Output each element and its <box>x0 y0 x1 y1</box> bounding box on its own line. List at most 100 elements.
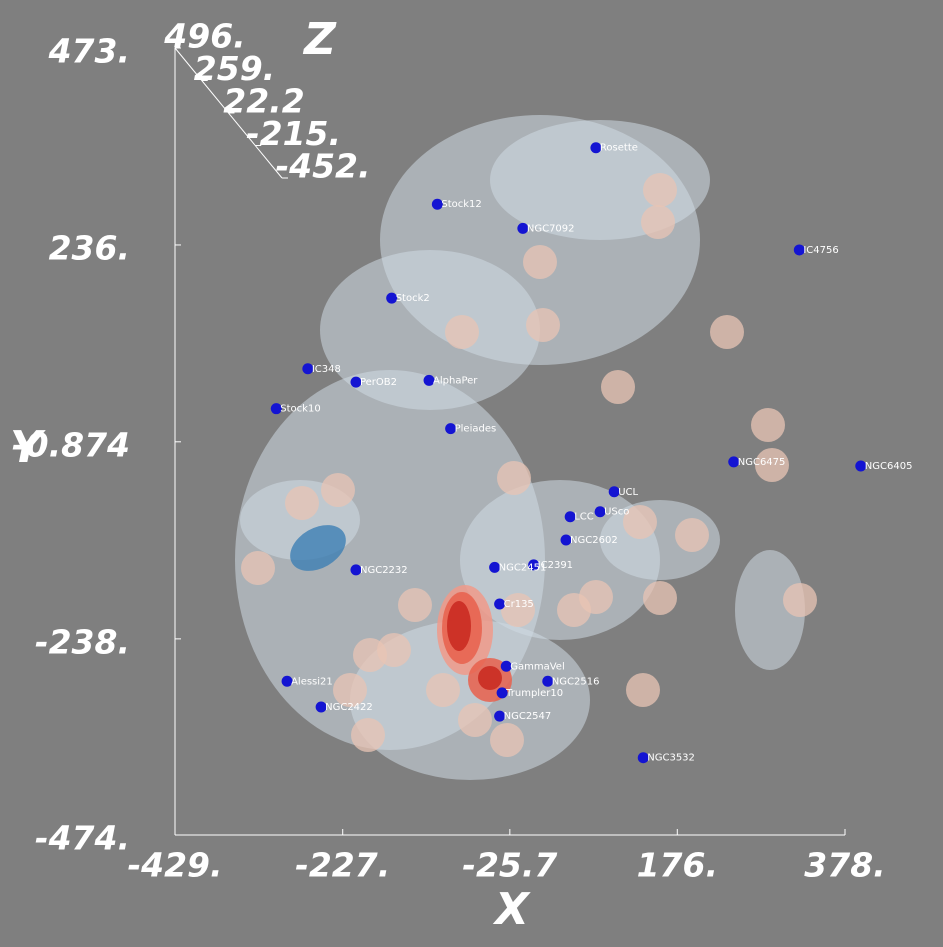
sphere <box>333 673 367 707</box>
sphere <box>626 673 660 707</box>
point <box>564 511 576 523</box>
z-tick-label: 259. <box>194 49 275 88</box>
point <box>517 222 529 234</box>
point-label: NGC2547 <box>504 711 552 722</box>
sphere <box>751 408 785 442</box>
x-tick-label: 176. <box>637 846 718 885</box>
y-axis-title: Y <box>10 422 46 473</box>
sphere <box>398 588 432 622</box>
sphere <box>321 473 355 507</box>
x-tick-label: 378. <box>804 846 885 885</box>
point <box>350 376 362 388</box>
cloud <box>350 620 590 780</box>
point-label: NGC6475 <box>738 457 786 468</box>
sphere <box>623 505 657 539</box>
point-label: AlphaPer <box>433 375 478 386</box>
point-label: Alessi21 <box>291 676 333 687</box>
point-label: Cr135 <box>504 599 534 610</box>
point <box>590 142 602 154</box>
point-label: Rosette <box>600 143 638 154</box>
z-axis-title: Z <box>302 14 337 65</box>
sphere <box>351 718 385 752</box>
point <box>594 506 606 518</box>
point <box>528 559 540 571</box>
red-blob <box>478 666 502 690</box>
y-tick-label: -474. <box>35 819 130 858</box>
point <box>350 564 362 576</box>
x-tick-label: -429. <box>127 846 222 885</box>
y-tick-label: 236. <box>49 228 130 267</box>
point-label: Stock10 <box>280 404 320 415</box>
point <box>542 675 554 687</box>
sphere <box>526 308 560 342</box>
point-label: NGC7092 <box>527 223 575 234</box>
red-blob <box>447 601 471 651</box>
y-tick-label: 473. <box>48 32 130 71</box>
point-label: Stock2 <box>396 293 430 304</box>
sphere <box>458 703 492 737</box>
point-label: IC2391 <box>538 560 573 571</box>
point <box>489 561 501 573</box>
point <box>270 403 282 415</box>
sphere <box>755 448 789 482</box>
point <box>855 460 867 472</box>
z-tick-label: 496. <box>163 17 245 56</box>
x-tick-label: -227. <box>295 846 390 885</box>
point-label: NGC2602 <box>570 535 618 546</box>
sphere <box>501 593 535 627</box>
sphere <box>601 370 635 404</box>
point-label: Stock12 <box>441 199 481 210</box>
point <box>608 486 620 498</box>
point <box>445 423 457 435</box>
point <box>494 598 506 610</box>
x-tick-label: -25.7 <box>462 846 557 885</box>
point-label: NGC2422 <box>325 702 373 713</box>
sphere <box>490 723 524 757</box>
cloud <box>735 550 805 670</box>
z-tick-label: -215. <box>246 114 341 153</box>
point-label: NGC2232 <box>360 565 408 576</box>
sphere <box>285 486 319 520</box>
z-tick-label: -452. <box>275 147 370 186</box>
point <box>496 687 508 699</box>
point <box>637 752 649 764</box>
y-tick-label: -238. <box>35 622 130 661</box>
point-label: NGC2516 <box>552 676 600 687</box>
isosurface <box>235 115 817 780</box>
point <box>793 244 805 256</box>
sphere <box>557 593 591 627</box>
point <box>431 198 443 210</box>
sphere <box>641 205 675 239</box>
sphere <box>426 673 460 707</box>
point <box>386 292 398 304</box>
point <box>728 456 740 468</box>
point-label: USco <box>604 507 629 518</box>
cloud <box>490 120 710 240</box>
sphere <box>497 461 531 495</box>
y-tick-label: -0.874 <box>12 425 130 464</box>
point-label: LCC <box>574 512 594 523</box>
sphere <box>675 518 709 552</box>
point <box>500 660 512 672</box>
point-label: IC4756 <box>803 245 838 256</box>
sphere <box>445 315 479 349</box>
sphere <box>643 173 677 207</box>
point <box>302 363 314 375</box>
sphere <box>377 633 411 667</box>
cloud <box>320 250 540 410</box>
sphere <box>783 583 817 617</box>
point <box>315 701 327 713</box>
point-label: GammaVel <box>510 661 564 672</box>
point-label: Trumpler10 <box>505 688 563 699</box>
point-label: IC348 <box>312 364 341 375</box>
point-label: NGC2451 <box>499 562 547 573</box>
sphere <box>710 315 744 349</box>
x-axis-title: X <box>492 884 531 935</box>
point-label: Pleiades <box>455 424 497 435</box>
sphere <box>643 581 677 615</box>
point-label: NGC3532 <box>647 753 695 764</box>
z-tick-label: 22.2 <box>223 81 304 120</box>
sphere <box>241 551 275 585</box>
